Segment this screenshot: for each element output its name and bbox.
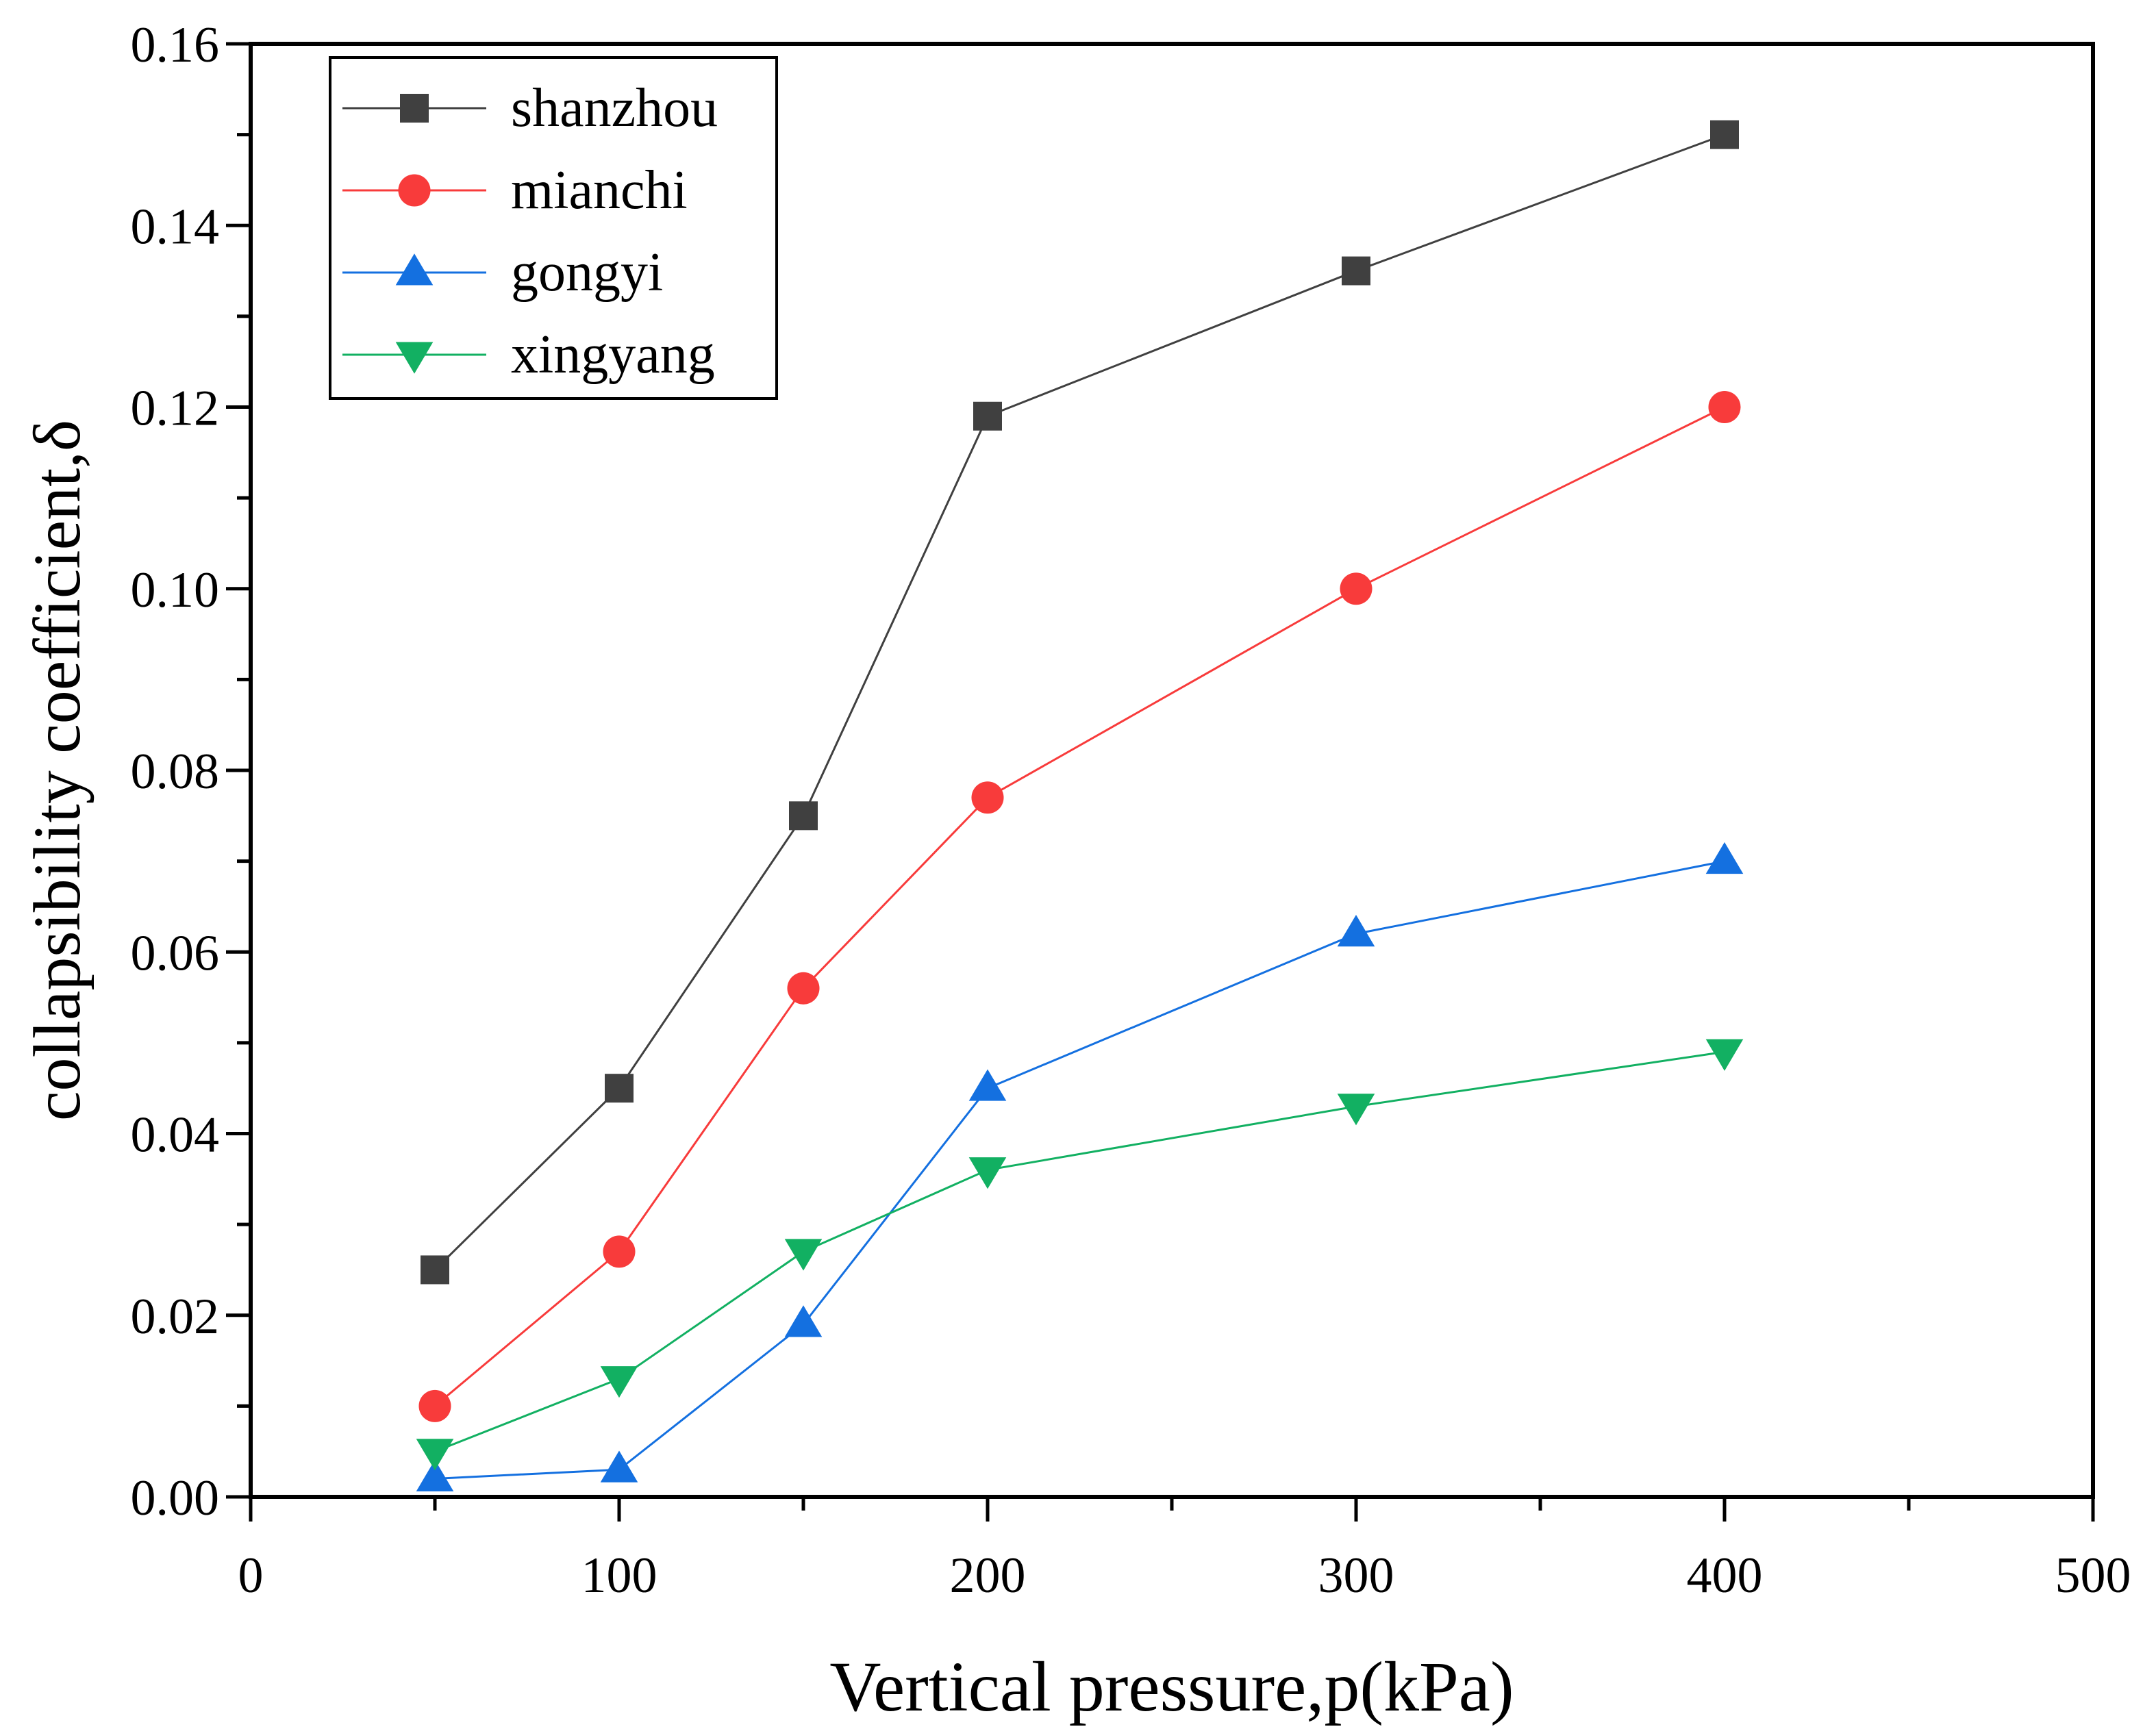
series-line-mianchi [434, 406, 1725, 1407]
data-point-mianchi [603, 1235, 636, 1268]
data-point-xingyang [784, 1239, 823, 1271]
x-tick-label: 300 [1318, 1548, 1394, 1604]
x-tick-label: 500 [2055, 1548, 2131, 1604]
data-point-gongyi [1705, 842, 1744, 874]
data-point-shanzhou [421, 1255, 449, 1285]
series-gongyi [416, 842, 1744, 1491]
data-point-mianchi [1708, 390, 1741, 424]
y-axis-title: collapsibility coefficient,δ [21, 420, 95, 1121]
series-line-shanzhou [434, 134, 1725, 1271]
series-shanzhou [421, 120, 1739, 1285]
y-tick-label: 0.06 [131, 925, 220, 981]
data-point-xingyang [600, 1366, 638, 1398]
legend-marker-xingyang [395, 342, 434, 374]
y-tick-label: 0.10 [131, 562, 220, 618]
data-point-xingyang [968, 1157, 1007, 1189]
data-point-mianchi [787, 972, 820, 1005]
data-point-mianchi [418, 1389, 451, 1422]
y-tick-label: 0.16 [131, 17, 220, 73]
x-tick-label: 100 [581, 1548, 657, 1604]
data-point-shanzhou [789, 801, 818, 831]
legend-label-gongyi: gongyi [511, 242, 663, 303]
x-tick-label: 0 [238, 1548, 264, 1604]
x-tick-label: 200 [950, 1548, 1026, 1604]
y-tick-label: 0.12 [131, 381, 220, 437]
legend-label-xingyang: xingyang [511, 325, 715, 385]
series-line-xingyang [434, 1050, 1725, 1453]
axis-ticks: 0 100 200 300 400 500 0.00 0.02 0.04 0.06 0.08 0.10… [131, 17, 2131, 1604]
series-group [416, 120, 1744, 1491]
data-point-shanzhou [973, 401, 1002, 431]
data-point-gongyi [1337, 915, 1375, 947]
legend-marker-mianchi [398, 174, 431, 207]
series-mianchi [418, 390, 1741, 1422]
data-point-shanzhou [605, 1074, 634, 1103]
data-point-mianchi [971, 781, 1004, 814]
legend-marker-shanzhou [400, 94, 429, 123]
legend-label-mianchi: mianchi [511, 160, 688, 220]
y-tick-label: 0.02 [131, 1289, 220, 1345]
data-point-gongyi [600, 1450, 638, 1482]
data-point-gongyi [416, 1459, 454, 1491]
y-tick-label: 0.04 [131, 1107, 220, 1163]
x-tick-label: 400 [1687, 1548, 1763, 1604]
legend-marker-gongyi [395, 253, 434, 286]
data-point-shanzhou [1342, 256, 1370, 286]
data-point-xingyang [1337, 1094, 1375, 1126]
data-point-xingyang [416, 1439, 454, 1471]
x-axis-title: Vertical pressure,p(kPa) [829, 1648, 1514, 1726]
data-point-mianchi [1340, 572, 1372, 605]
data-point-gongyi [784, 1305, 823, 1337]
y-tick-label: 0.00 [131, 1470, 220, 1526]
series-xingyang [416, 1039, 1744, 1471]
plot-frame [249, 42, 2095, 1499]
data-point-xingyang [1705, 1039, 1744, 1071]
y-tick-label: 0.14 [131, 199, 220, 255]
y-tick-label: 0.08 [131, 744, 220, 800]
data-point-shanzhou [1710, 120, 1739, 149]
legend: shanzhou mianchi gongyi xingyang [329, 56, 778, 400]
data-point-gongyi [968, 1069, 1007, 1101]
series-line-gongyi [434, 860, 1725, 1480]
legend-label-shanzhou: shanzhou [511, 78, 718, 138]
